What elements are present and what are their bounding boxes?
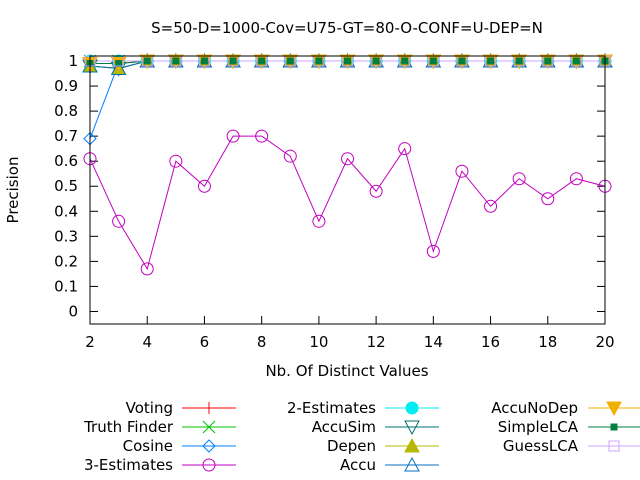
y-tick-label: 0.3 xyxy=(54,227,78,245)
legend-label-3-estimates: 3-Estimates xyxy=(84,456,173,474)
legend-marker-truth-finder xyxy=(202,420,216,434)
legend-marker-simplelca xyxy=(610,423,618,431)
x-tick-label: 8 xyxy=(257,333,267,351)
data-point-3-estimates xyxy=(255,129,269,143)
x-axis-label: Nb. Of Distinct Values xyxy=(265,362,428,380)
x-tick-label: 20 xyxy=(595,333,614,351)
legend-marker-depen xyxy=(404,437,420,453)
data-point-simplelca xyxy=(515,57,523,65)
plot-frame xyxy=(89,55,606,325)
data-point-simplelca xyxy=(172,57,180,65)
legend-label-accusim: AccuSim xyxy=(312,418,376,436)
y-tick-label: 0 xyxy=(68,302,78,320)
data-point-simplelca xyxy=(315,57,323,65)
data-point-3-estimates xyxy=(398,142,412,156)
data-point-simplelca xyxy=(344,57,351,65)
legend-marker-accu xyxy=(404,456,420,472)
legend-marker-cosine xyxy=(202,439,216,453)
x-tick-label: 12 xyxy=(367,333,386,351)
y-tick-label: 0.4 xyxy=(54,202,78,220)
x-tick-label: 10 xyxy=(309,333,328,351)
data-point-3-estimates xyxy=(226,129,240,143)
legend-label-voting: Voting xyxy=(126,399,173,417)
data-point-simplelca xyxy=(572,57,580,65)
series-line-cosine xyxy=(89,60,605,139)
data-point-3-estimates xyxy=(369,184,383,198)
data-point-simplelca xyxy=(458,57,466,65)
legend-marker-voting xyxy=(203,402,215,414)
y-tick-label: 0.2 xyxy=(54,252,78,270)
y-tick-label: 0.6 xyxy=(54,152,78,170)
x-tick-label: 18 xyxy=(538,333,557,351)
y-tick-label: 1 xyxy=(68,52,78,70)
x-tick-label: 16 xyxy=(481,333,500,351)
data-point-3-estimates xyxy=(169,154,183,168)
legend-label-simplelca: SimpleLCA xyxy=(498,418,579,436)
legend-label-accunodep: AccuNoDep xyxy=(491,399,578,417)
legend-label-accu: Accu xyxy=(340,456,376,474)
y-tick-label: 0.5 xyxy=(54,177,78,195)
legend-marker-3-estimates xyxy=(202,458,216,472)
legend-marker-2-estimates xyxy=(405,401,419,415)
series-markers xyxy=(82,52,613,276)
data-point-3-estimates xyxy=(112,214,126,228)
x-tick-label: 6 xyxy=(200,333,210,351)
data-point-simplelca xyxy=(258,57,266,65)
legend-label-cosine: Cosine xyxy=(123,437,173,455)
data-point-3-estimates xyxy=(512,172,526,186)
data-point-3-estimates xyxy=(312,214,326,228)
data-point-3-estimates xyxy=(197,179,211,193)
data-point-simplelca xyxy=(143,57,151,65)
legend-label-truth-finder: Truth Finder xyxy=(83,418,174,436)
data-point-simplelca xyxy=(401,57,409,65)
y-axis-label: Precision xyxy=(4,157,22,224)
data-point-3-estimates xyxy=(283,149,297,163)
data-point-simplelca xyxy=(286,57,294,65)
data-point-simplelca xyxy=(544,57,552,65)
data-point-3-estimates xyxy=(426,244,440,258)
data-point-3-estimates xyxy=(569,172,583,186)
data-point-3-estimates xyxy=(541,192,555,206)
series-line-3-estimates xyxy=(89,135,606,271)
y-tick-label: 0.8 xyxy=(54,102,78,120)
data-point-simplelca xyxy=(115,60,123,68)
y-tick-label: 0.7 xyxy=(54,127,78,145)
x-tick-label: 4 xyxy=(142,333,152,351)
data-point-simplelca xyxy=(229,57,237,65)
chart-title: S=50-D=1000-Cov=U75-GT=80-O-CONF=U-DEP=N xyxy=(151,19,543,37)
axis-ticks: 00.10.20.30.40.50.60.70.80.912 4 6 8 10 12 14 1… xyxy=(54,52,614,351)
data-point-simplelca xyxy=(372,57,380,65)
data-point-simplelca xyxy=(429,57,437,65)
data-point-simplelca xyxy=(200,57,208,65)
legend-label-guesslca: GuessLCA xyxy=(503,437,579,455)
data-point-accu xyxy=(110,60,127,76)
data-point-simplelca xyxy=(487,57,495,65)
legend-marker-accunodep xyxy=(606,401,622,417)
data-point-3-estimates xyxy=(140,262,154,276)
legend-label-depen: Depen xyxy=(327,437,376,455)
x-tick-label: 14 xyxy=(424,333,443,351)
legend-marker-accusim xyxy=(404,420,420,436)
y-tick-label: 0.1 xyxy=(54,277,78,295)
y-tick-label: 0.9 xyxy=(54,77,78,95)
data-point-3-estimates xyxy=(341,152,354,166)
legend-marker-guesslca xyxy=(608,440,620,452)
data-point-3-estimates xyxy=(455,164,469,178)
x-tick-label: 2 xyxy=(85,333,95,351)
legend-label-2-estimates: 2-Estimates xyxy=(287,399,376,417)
data-point-3-estimates xyxy=(484,199,498,213)
